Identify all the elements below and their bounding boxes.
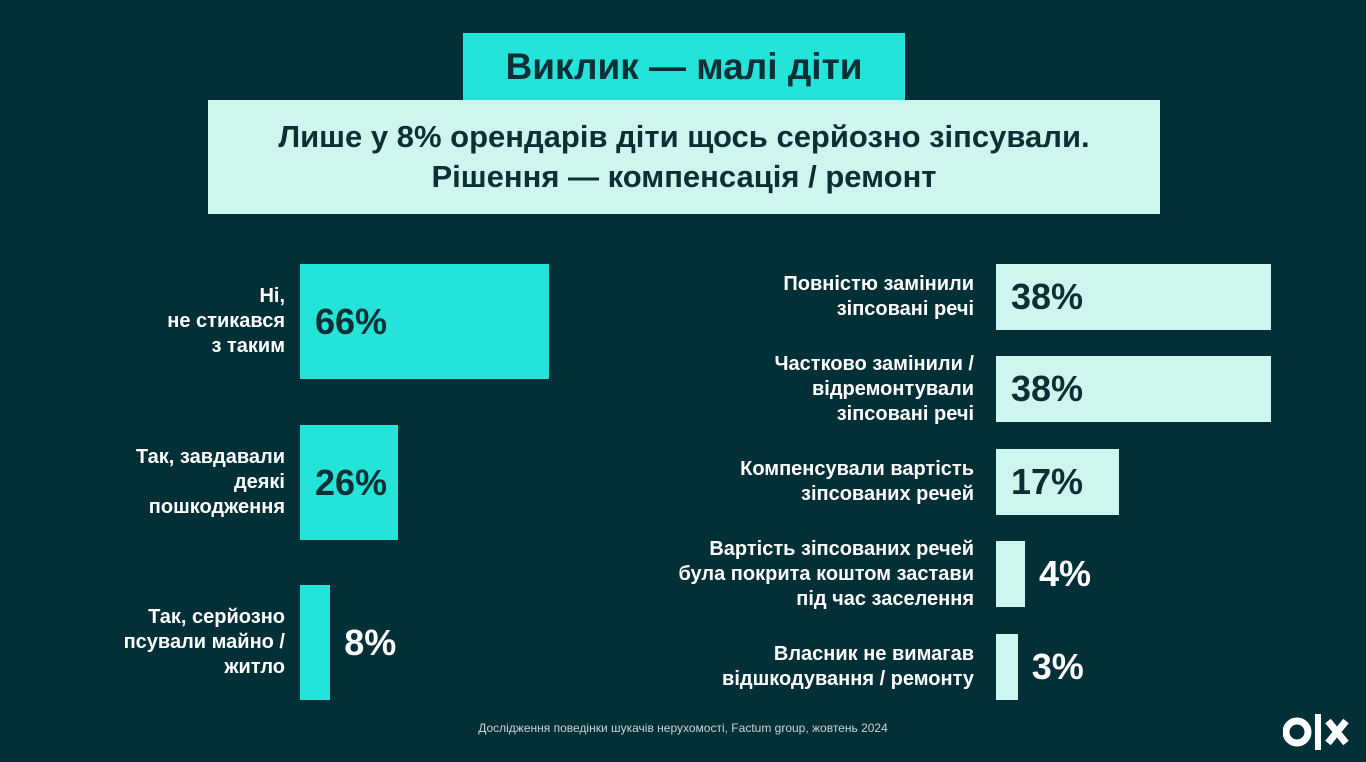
category-label-line: житло [224,656,285,678]
value-label: 38% [1011,368,1084,409]
bar [300,585,331,700]
bar [996,356,1272,422]
category-label: Так, завдавали деякі пошкодження [25,425,285,540]
value-label: 17% [1011,461,1084,502]
category-label-line: відремонтували [811,377,974,400]
bar [996,264,1272,330]
bar [300,425,399,540]
category-label-line: Вартість зіпсованих речей [709,537,974,560]
bar [996,634,1018,700]
category-label-line: Так, серйозно [148,606,285,628]
category-label-line: Повністю замінили [783,273,974,295]
category-label-line: зіпсовані речі [836,298,974,320]
category-label-line: Компенсували вартість [740,458,974,480]
category-label-line: псували майно / [123,631,285,653]
category-label-line: пошкодження [148,496,285,518]
bar [300,264,550,379]
category-label-line: Так, завдавали [135,446,285,468]
value-label: 3% [1031,646,1084,687]
category-label-line: під час заселення [796,587,974,610]
category-label: Власник не вимагав відшкодування / ремонт… [634,634,974,700]
category-label-line: зіпсовані речі [836,402,974,425]
category-label-line: зіпсованих речей [801,483,974,505]
category-label-line: не стикався [167,310,285,332]
olx-logo [1282,712,1359,757]
category-label-line: Частково замінили / [774,352,974,375]
category-label-line: з таким [211,335,285,357]
category-label: Компенсували вартість зіпсованих речей [634,449,974,515]
category-label: Так, серйозно псували майно / житло [25,585,285,700]
bar [996,541,1025,607]
value-label: 4% [1038,553,1091,594]
category-label: Повністю замінили зіпсовані речі [634,264,974,330]
value-label: 26% [315,461,388,503]
source-note: Дослідження поведінки шукачів нерухомост… [478,721,888,735]
category-label-line: Власник не вимагав [773,643,974,665]
subtitle-line-1: Лише у 8% орендарів діти щось серйозно з… [278,119,1090,154]
chart-title: Виклик — малі діти [463,33,905,100]
category-label: Вартість зіпсованих речей була покрита ко… [634,538,974,610]
bar [996,449,1120,515]
category-label-line: була покрита коштом застави [678,562,974,585]
value-label: 8% [344,621,397,663]
category-label: Ні, не стикався з таким [25,264,285,379]
value-label: 38% [1011,276,1084,317]
category-label-line: Ні, [259,285,285,307]
value-label: 66% [315,300,388,342]
chart-subtitle: Лише у 8% орендарів діти щось серйозно з… [208,100,1160,214]
category-label-line: відшкодування / ремонту [722,668,974,690]
category-label-line: деякі [233,471,285,493]
category-label: Частково замінили / відремонтували зіпсова… [634,353,974,425]
subtitle-line-2: Рішення — компенсація / ремонт [431,159,937,194]
